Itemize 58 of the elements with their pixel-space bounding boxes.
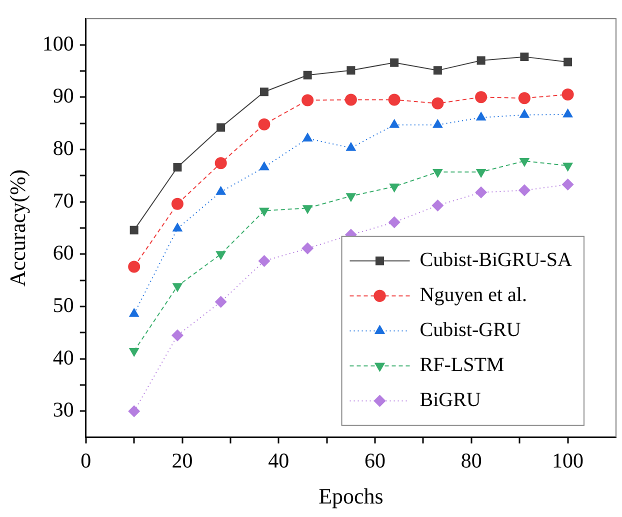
y-tick-label: 60 <box>52 240 74 265</box>
point <box>302 94 314 106</box>
legend-label: RF-LSTM <box>420 354 504 376</box>
point <box>518 184 530 196</box>
point <box>476 112 486 121</box>
point <box>562 178 574 191</box>
y-tick-label: 90 <box>52 84 74 108</box>
y-tick-label: 30 <box>52 398 74 422</box>
point <box>388 216 400 228</box>
y-axis-title: Accuracy(%) <box>4 169 30 287</box>
point <box>518 92 530 104</box>
point <box>302 242 314 254</box>
y-tick-label: 70 <box>52 188 74 212</box>
x-tick-label: 40 <box>268 448 290 473</box>
point <box>214 157 227 170</box>
point <box>258 254 270 267</box>
point <box>260 88 268 96</box>
point <box>128 405 140 418</box>
point <box>476 168 486 178</box>
point <box>258 118 270 130</box>
point <box>346 66 356 75</box>
point <box>519 158 530 167</box>
point <box>475 91 488 104</box>
point <box>344 94 357 106</box>
x-axis-title: Epochs <box>318 484 384 509</box>
point <box>390 58 399 67</box>
point <box>173 163 182 172</box>
point <box>433 66 442 75</box>
x-tick-label: 80 <box>460 448 482 473</box>
point <box>432 168 443 178</box>
point <box>432 97 444 110</box>
y-tick-label: 100 <box>42 31 74 56</box>
legend-label: BiGRU <box>420 389 482 412</box>
y-tick-label: 80 <box>52 136 74 160</box>
legend-label: Cubist-BiGRU-SA <box>420 249 573 272</box>
point <box>475 186 488 198</box>
point <box>172 222 183 232</box>
y-tick-label: 50 <box>52 293 74 318</box>
x-tick-label: 20 <box>172 448 193 473</box>
point <box>388 94 400 106</box>
legend-label: Nguyen et al. <box>420 284 527 306</box>
point <box>216 123 226 132</box>
point <box>214 296 227 308</box>
x-tick-label: 0 <box>80 448 92 473</box>
point <box>562 88 574 101</box>
x-tick-label: 100 <box>552 448 584 473</box>
point <box>303 70 312 80</box>
point <box>520 52 529 62</box>
point <box>564 58 572 66</box>
point <box>130 226 138 234</box>
point <box>476 56 486 65</box>
x-tick-label: 60 <box>364 448 386 473</box>
legend-label: Cubist-GRU <box>420 319 522 342</box>
point <box>171 329 184 342</box>
point <box>432 199 444 212</box>
y-tick-label: 40 <box>52 345 74 370</box>
point <box>171 198 184 210</box>
point <box>128 260 140 273</box>
